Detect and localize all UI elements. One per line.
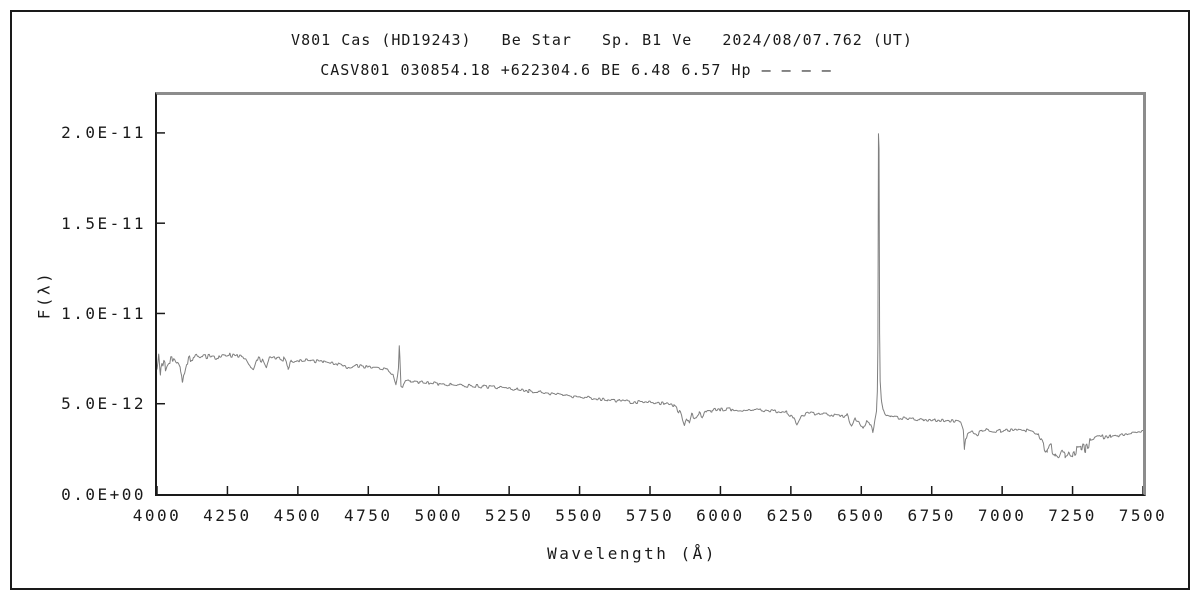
y-tick-label: 1.0E-11 <box>61 303 146 323</box>
x-tick-label: 6000 <box>696 506 745 525</box>
x-tick-label: 7250 <box>1048 506 1097 525</box>
title-line-2: CASV801 030854.18 +622304.6 BE 6.48 6.57… <box>320 61 832 79</box>
x-tick-label: 4500 <box>273 506 323 525</box>
x-tick-label: 4250 <box>203 506 252 525</box>
x-tick-label: 7500 <box>1118 506 1168 525</box>
y-axis-title: F(λ) <box>34 270 54 320</box>
figure-border <box>10 10 1190 590</box>
y-tick-label: 2.0E-11 <box>61 123 146 143</box>
x-tick-label: 7000 <box>977 506 1027 525</box>
title-line-1: V801 Cas (HD19243) Be Star Sp. B1 Ve 202… <box>291 31 913 49</box>
plot-area <box>155 92 1146 496</box>
y-tick-label: 5.0E-12 <box>61 394 146 414</box>
x-tick-label: 6250 <box>766 506 816 525</box>
x-tick-label: 6500 <box>837 506 886 525</box>
y-tick-label: 1.5E-11 <box>61 213 146 233</box>
spectrum-polyline <box>157 133 1143 459</box>
x-tick-label: 4750 <box>344 506 393 525</box>
y-tick-label: 0.0E+00 <box>61 484 146 504</box>
spectrum-svg <box>157 132 1143 494</box>
x-tick-label: 4000 <box>132 506 182 525</box>
x-tick-label: 5000 <box>414 506 463 525</box>
x-tick-label: 5250 <box>484 506 534 525</box>
x-tick-label: 5750 <box>625 506 675 525</box>
x-axis-title: Wavelength (Å) <box>547 544 717 563</box>
x-tick-label: 6750 <box>907 506 956 525</box>
x-tick-label: 5500 <box>555 506 604 525</box>
